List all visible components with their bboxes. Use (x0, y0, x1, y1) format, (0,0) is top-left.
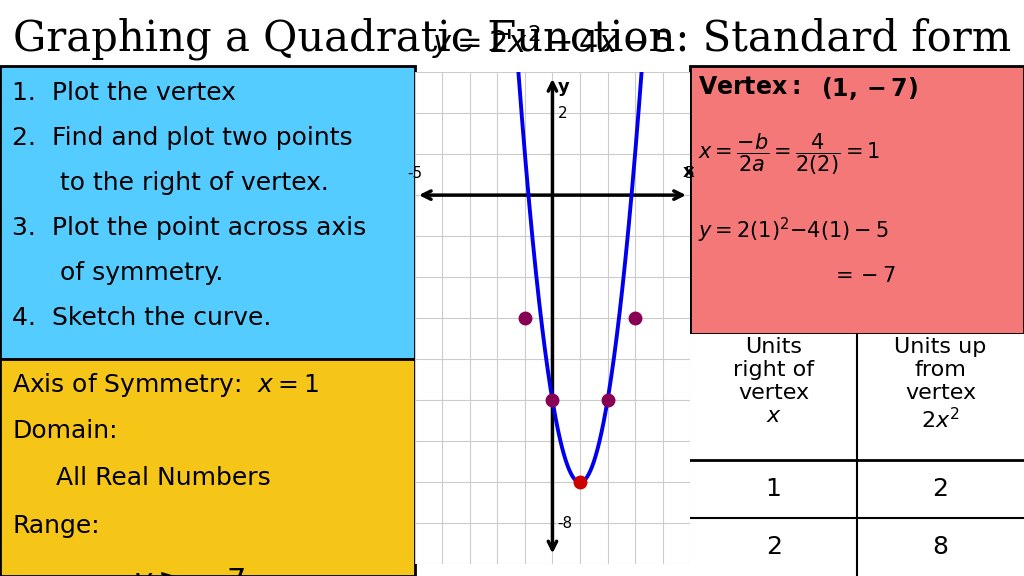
Text: $y = 2(1)^2{-}4(1) - 5$: $y = 2(1)^2{-}4(1) - 5$ (698, 215, 889, 245)
FancyBboxPatch shape (690, 334, 1024, 576)
Text: 1.  Plot the vertex: 1. Plot the vertex (12, 81, 237, 105)
Text: 2: 2 (766, 535, 781, 559)
Text: $x = \dfrac{-b}{2a} = \dfrac{4}{2(2)} = 1$: $x = \dfrac{-b}{2a} = \dfrac{4}{2(2)} = … (698, 131, 881, 177)
Text: -5: -5 (408, 166, 422, 181)
Text: $= -7$: $= -7$ (831, 266, 896, 286)
Text: $\bf{Vertex:}$: $\bf{Vertex:}$ (698, 75, 800, 99)
Text: 8: 8 (933, 535, 948, 559)
Text: All Real Numbers: All Real Numbers (56, 466, 271, 490)
Text: Graphing a Quadratic Function: Standard form: Graphing a Quadratic Function: Standard … (13, 17, 1011, 60)
Text: Units
right of
vertex
$x$: Units right of vertex $x$ (733, 337, 814, 426)
FancyBboxPatch shape (690, 66, 1024, 334)
Text: 5: 5 (685, 166, 695, 181)
FancyBboxPatch shape (0, 66, 415, 359)
Text: of symmetry.: of symmetry. (12, 261, 223, 285)
Text: 2: 2 (933, 477, 948, 501)
Text: y: y (558, 78, 569, 96)
Text: 4.  Sketch the curve.: 4. Sketch the curve. (12, 306, 271, 330)
Text: 1: 1 (766, 477, 781, 501)
Text: to the right of vertex.: to the right of vertex. (12, 171, 329, 195)
Text: Range:: Range: (12, 514, 100, 538)
Text: x: x (683, 163, 694, 181)
Text: Axis of Symmetry:  $x = 1$: Axis of Symmetry: $x = 1$ (12, 371, 319, 399)
Text: Domain:: Domain: (12, 419, 118, 442)
Text: -8: -8 (557, 516, 572, 531)
Text: 2: 2 (557, 105, 567, 120)
FancyBboxPatch shape (0, 359, 415, 576)
Text: $\bf{(1, -7)}$: $\bf{(1, -7)}$ (821, 75, 919, 102)
Text: $y = 2x^2 - 4x - 5$: $y = 2x^2 - 4x - 5$ (432, 23, 673, 62)
Text: $y \geq -7$: $y \geq -7$ (133, 566, 246, 576)
Text: 2.  Find and plot two points: 2. Find and plot two points (12, 126, 353, 150)
Text: Units up
from
vertex
$2x^2$: Units up from vertex $2x^2$ (894, 337, 987, 433)
Text: 3.  Plot the point across axis: 3. Plot the point across axis (12, 216, 367, 240)
